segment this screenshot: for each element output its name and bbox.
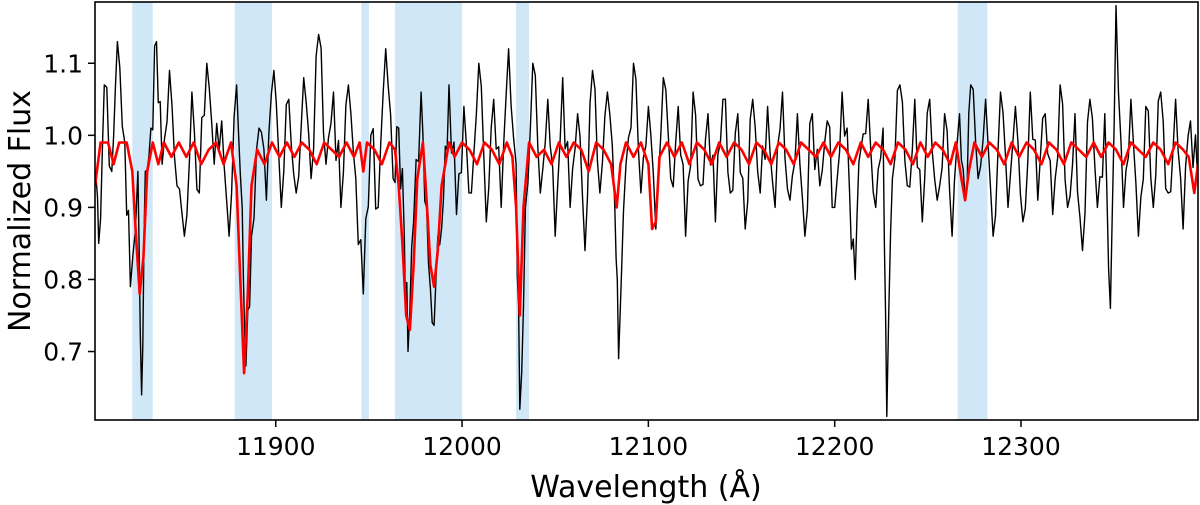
plot-frame xyxy=(94,1,1199,421)
x-tick-label: 12000 xyxy=(422,432,502,461)
highlight-region xyxy=(234,2,273,420)
x-tick-label: 11900 xyxy=(236,432,316,461)
x-axis: 11900 12000 12100 12200 12300 xyxy=(236,420,1061,461)
model-spectrum-line xyxy=(95,141,1198,375)
y-axis: 0.7 0.8 0.9 1.0 1.1 xyxy=(43,49,95,367)
observed-spectrum-line xyxy=(95,4,1198,418)
plot-background xyxy=(95,2,1198,420)
highlight-region xyxy=(957,2,988,420)
x-axis-label: Wavelength (Å) xyxy=(530,469,761,505)
highlight-region xyxy=(361,2,369,420)
y-tick-label: 0.8 xyxy=(43,265,83,294)
highlight-region xyxy=(132,2,153,420)
x-tick-label: 12200 xyxy=(795,432,875,461)
x-tick-label: 12300 xyxy=(981,432,1061,461)
y-tick-label: 0.9 xyxy=(43,193,83,222)
y-axis-label: Normalized Flux xyxy=(3,90,38,332)
series-layer xyxy=(95,4,1198,418)
x-tick-label: 12100 xyxy=(609,432,689,461)
y-tick-label: 0.7 xyxy=(43,338,83,367)
y-tick-label: 1.1 xyxy=(43,49,83,78)
y-tick-label: 1.0 xyxy=(43,121,83,150)
